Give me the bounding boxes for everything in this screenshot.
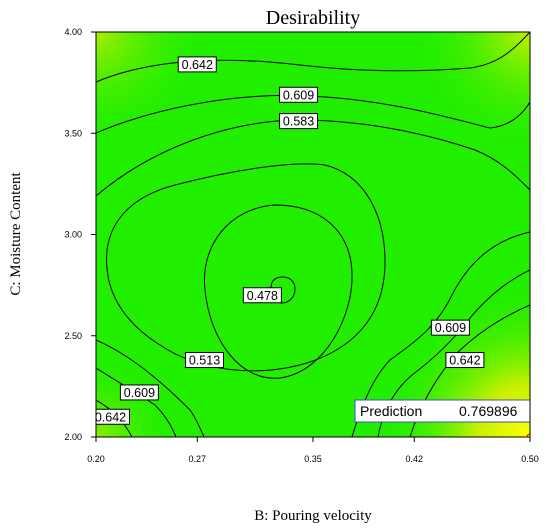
x-tick-label: 0.20 bbox=[87, 454, 105, 464]
x-tick-label: 0.42 bbox=[406, 454, 424, 464]
x-axis: 0.20 0.27 0.35 0.42 0.50 bbox=[87, 437, 539, 464]
x-tick-label: 0.27 bbox=[189, 454, 207, 464]
svg-text:0.609: 0.609 bbox=[283, 88, 314, 102]
svg-text:0.642: 0.642 bbox=[95, 410, 126, 424]
svg-text:0.513: 0.513 bbox=[189, 354, 220, 368]
prediction-point bbox=[526, 433, 530, 437]
contour-label: 0.609 bbox=[430, 319, 470, 336]
prediction-value: 0.769896 bbox=[459, 403, 518, 419]
x-tick-label: 0.50 bbox=[521, 454, 539, 464]
contour-line-0.609-corner bbox=[96, 367, 177, 437]
svg-text:0.642: 0.642 bbox=[182, 58, 213, 72]
contour-line-0.609-top bbox=[96, 94, 530, 134]
svg-text:0.583: 0.583 bbox=[283, 115, 314, 129]
contour-label: 0.642 bbox=[177, 56, 217, 73]
prediction-box: Prediction 0.769896 bbox=[354, 399, 530, 423]
contour-line-0.478-outer bbox=[203, 204, 353, 379]
prediction-label: Prediction bbox=[360, 403, 422, 419]
y-tick-label: 4.00 bbox=[64, 27, 82, 37]
y-tick-label: 2.00 bbox=[64, 432, 82, 442]
contour-label: 0.513 bbox=[185, 352, 224, 369]
svg-text:0.609: 0.609 bbox=[435, 321, 466, 335]
svg-text:0.478: 0.478 bbox=[247, 289, 278, 303]
svg-text:0.609: 0.609 bbox=[124, 386, 155, 400]
y-axis: 2.00 2.50 3.00 3.50 4.00 bbox=[64, 27, 96, 442]
contour-label: 0.642 bbox=[445, 352, 485, 369]
contour-line-0.513 bbox=[106, 163, 386, 372]
contour-line-0.583 bbox=[96, 119, 530, 197]
y-tick-label: 3.50 bbox=[64, 128, 82, 138]
chart-title: Desirability bbox=[266, 7, 360, 29]
contour-lines bbox=[96, 32, 530, 437]
contour-line-0.583-corner bbox=[96, 339, 205, 437]
y-tick-label: 3.00 bbox=[64, 230, 82, 240]
x-tick-label: 0.35 bbox=[304, 454, 322, 464]
plot-area: 0.642 0.609 0.583 0.478 0.513 0.609 0.642 0.609… bbox=[95, 31, 531, 438]
contour-labels: 0.642 0.609 0.583 0.478 0.513 0.609 0.642 0.609… bbox=[95, 56, 485, 425]
contour-label: 0.642 bbox=[95, 408, 130, 425]
contour-line-0.583-right bbox=[351, 231, 530, 437]
svg-text:0.642: 0.642 bbox=[449, 354, 480, 368]
contour-label: 0.609 bbox=[119, 384, 159, 401]
y-tick-label: 2.50 bbox=[64, 331, 82, 341]
contour-label: 0.583 bbox=[279, 113, 319, 130]
y-axis-label: C: Moisture Content bbox=[8, 172, 24, 296]
x-axis-label: B: Pouring velocity bbox=[254, 508, 372, 524]
contour-label: 0.478 bbox=[242, 287, 282, 304]
contour-label: 0.609 bbox=[279, 86, 319, 103]
